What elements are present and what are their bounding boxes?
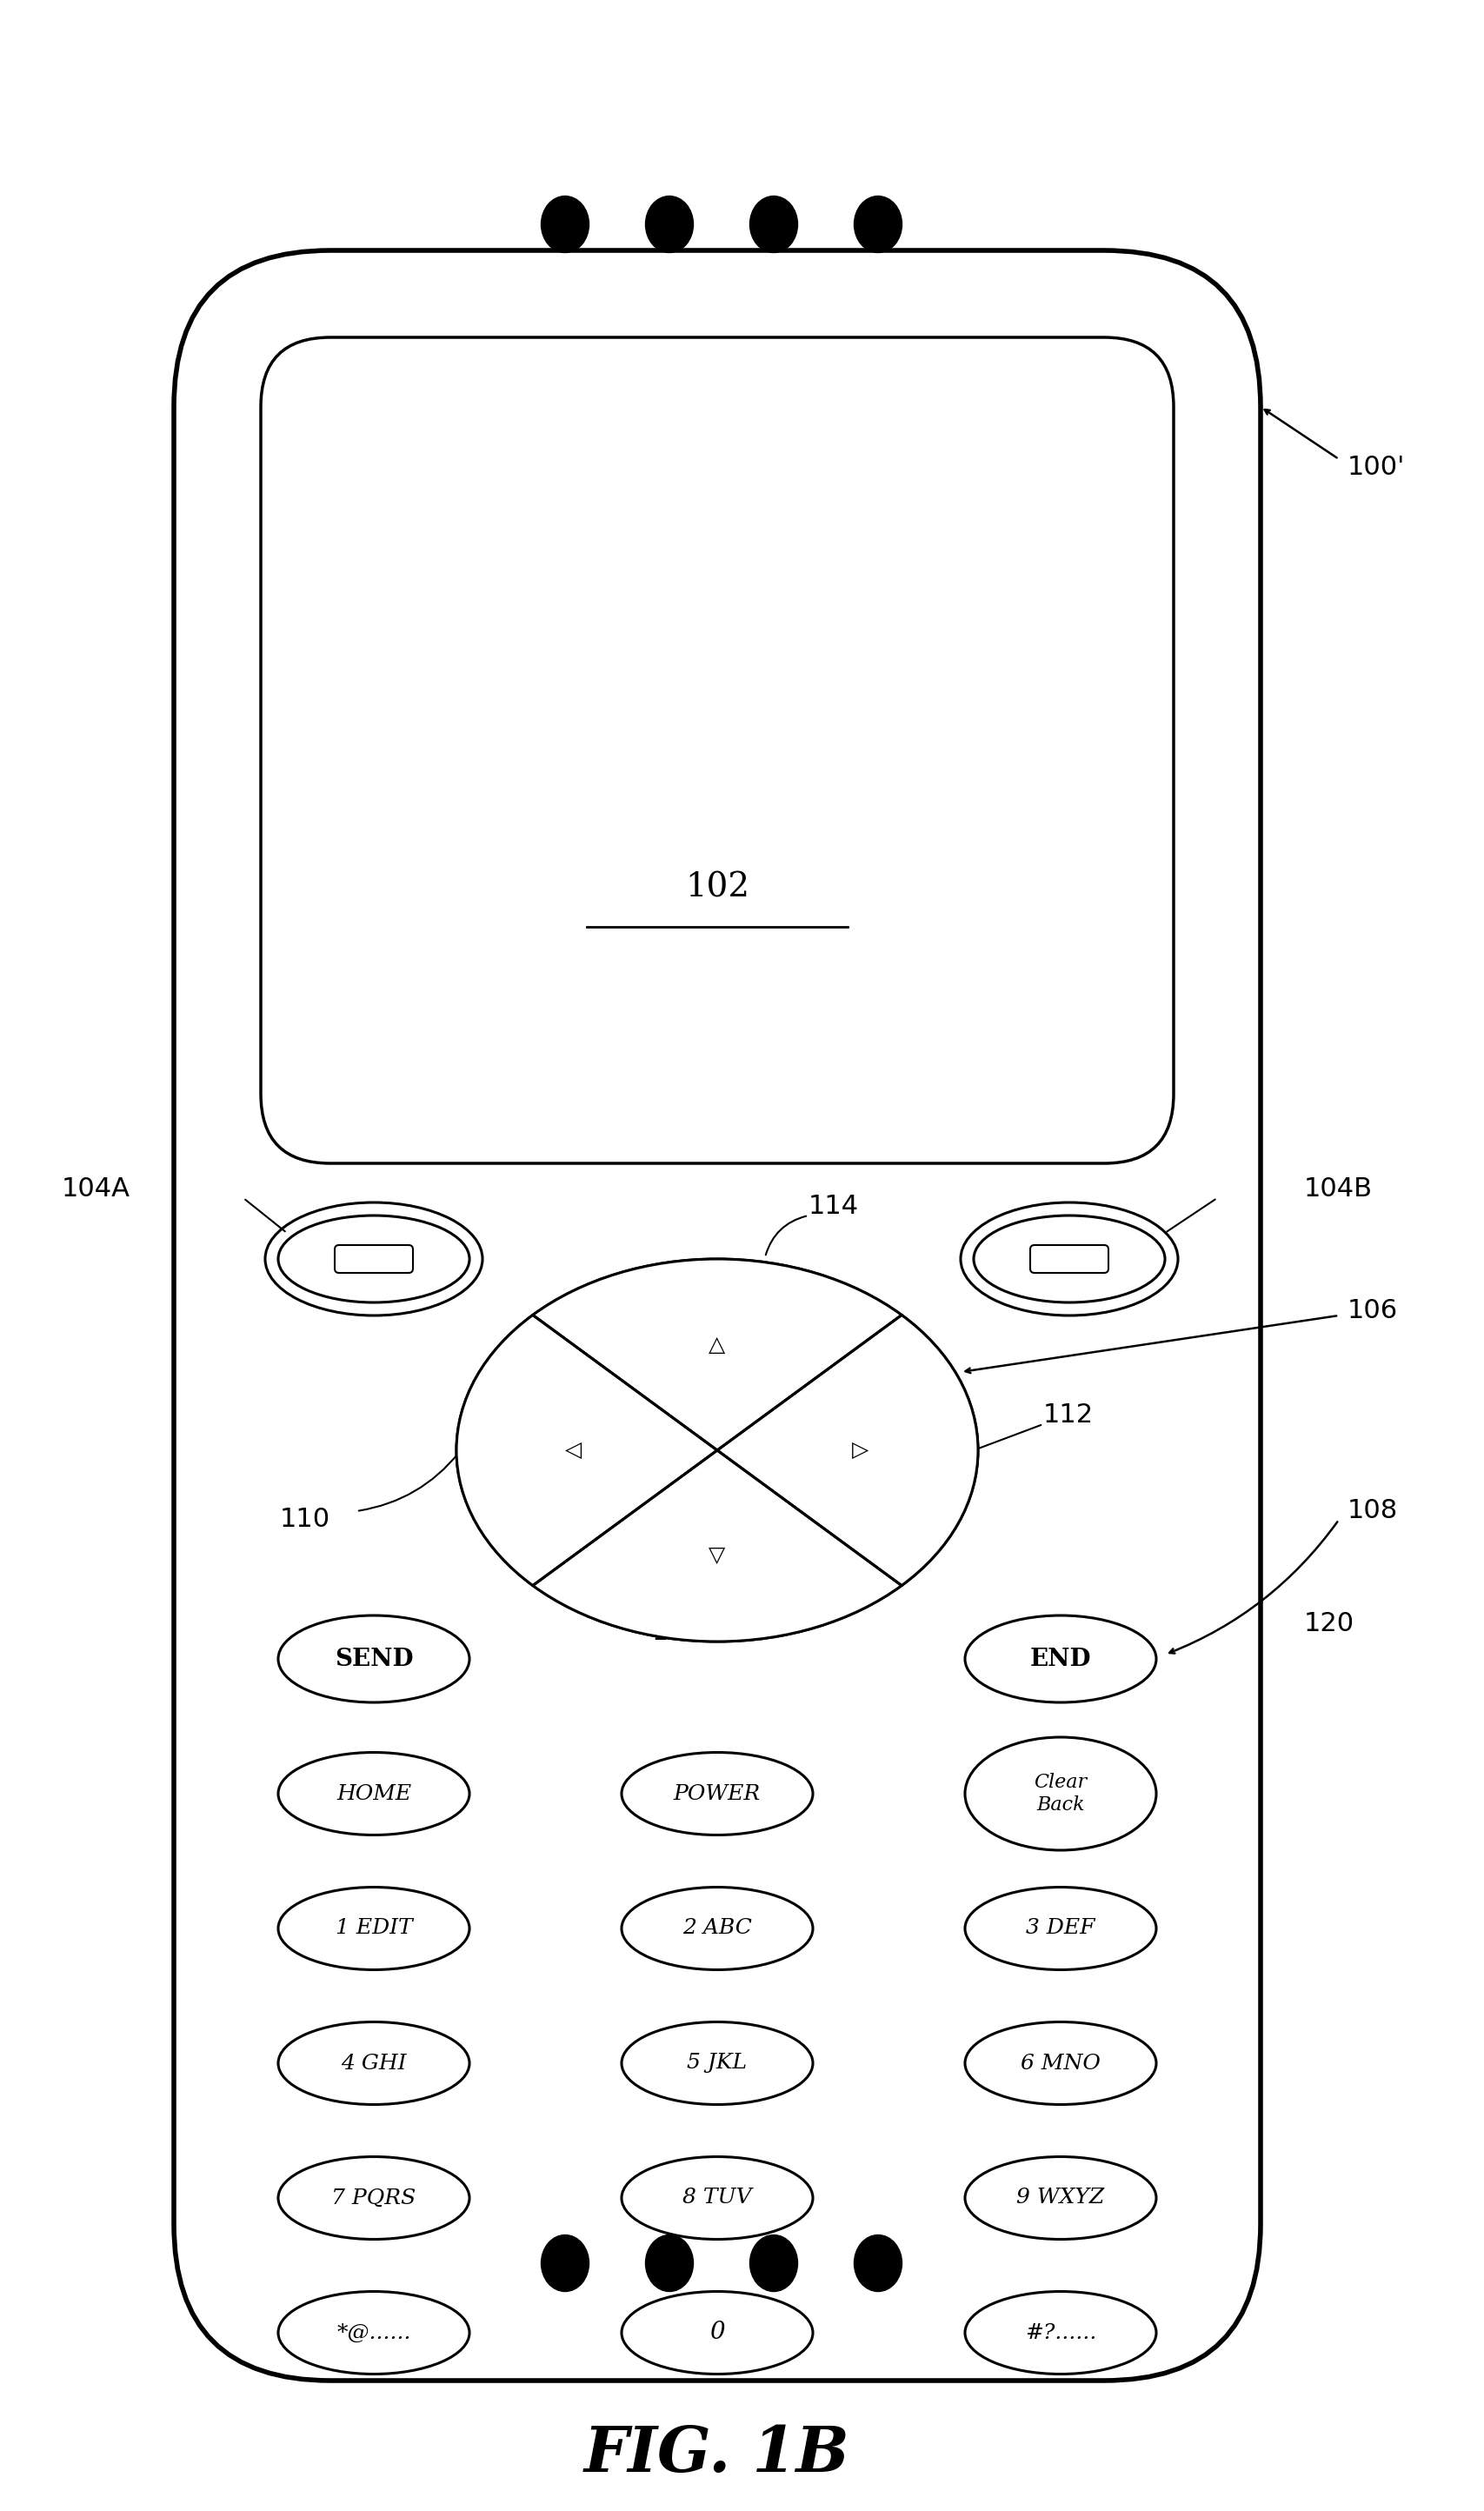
Text: 106: 106 xyxy=(1347,1298,1398,1323)
Text: SEND: SEND xyxy=(334,1647,413,1670)
Ellipse shape xyxy=(622,1753,813,1836)
Text: *@......: *@...... xyxy=(337,2323,411,2343)
Ellipse shape xyxy=(278,1215,469,1303)
Ellipse shape xyxy=(278,1615,469,1702)
Text: 112: 112 xyxy=(1043,1404,1094,1429)
Ellipse shape xyxy=(965,2157,1156,2240)
Text: 5 JKL: 5 JKL xyxy=(687,2054,748,2074)
Ellipse shape xyxy=(622,2021,813,2104)
Text: END: END xyxy=(1030,1647,1091,1670)
Polygon shape xyxy=(533,1258,902,1451)
Ellipse shape xyxy=(646,2235,693,2293)
Text: 2 ABC: 2 ABC xyxy=(683,1918,752,1938)
Ellipse shape xyxy=(278,2157,469,2240)
Ellipse shape xyxy=(965,1738,1156,1851)
Text: 6 MNO: 6 MNO xyxy=(1021,2054,1101,2074)
Text: HOME: HOME xyxy=(337,1783,411,1803)
Ellipse shape xyxy=(278,2021,469,2104)
Ellipse shape xyxy=(278,1888,469,1969)
Text: #?......: #?...... xyxy=(1025,2323,1097,2343)
Ellipse shape xyxy=(278,2293,469,2373)
Ellipse shape xyxy=(542,2235,589,2293)
Text: 102: 102 xyxy=(686,871,749,904)
Polygon shape xyxy=(457,1316,717,1584)
Text: 104A: 104A xyxy=(62,1178,131,1203)
Ellipse shape xyxy=(749,196,797,254)
Ellipse shape xyxy=(646,196,693,254)
Polygon shape xyxy=(533,1451,902,1642)
Text: FIG. 1B: FIG. 1B xyxy=(585,2423,850,2486)
Text: 104B: 104B xyxy=(1304,1178,1373,1203)
FancyBboxPatch shape xyxy=(174,251,1260,2380)
Text: POWER: POWER xyxy=(674,1783,761,1803)
Text: 114: 114 xyxy=(809,1195,859,1220)
Text: 4 GHI: 4 GHI xyxy=(341,2054,407,2074)
Text: ▷: ▷ xyxy=(852,1439,870,1461)
Ellipse shape xyxy=(960,1203,1178,1316)
Text: ▽: ▽ xyxy=(709,1544,726,1567)
Ellipse shape xyxy=(965,2021,1156,2104)
Text: 116: 116 xyxy=(651,1620,702,1645)
FancyBboxPatch shape xyxy=(261,336,1174,1163)
Text: 1 EDIT: 1 EDIT xyxy=(335,1918,413,1938)
Text: △: △ xyxy=(709,1336,726,1356)
Ellipse shape xyxy=(622,2157,813,2240)
Text: 108: 108 xyxy=(1347,1499,1398,1524)
Ellipse shape xyxy=(278,1753,469,1836)
Ellipse shape xyxy=(542,196,589,254)
Text: 7 PQRS: 7 PQRS xyxy=(331,2187,416,2207)
Text: 3 DEF: 3 DEF xyxy=(1025,1918,1095,1938)
Ellipse shape xyxy=(749,2235,797,2293)
Ellipse shape xyxy=(266,1203,482,1316)
Ellipse shape xyxy=(622,2293,813,2373)
Ellipse shape xyxy=(622,1888,813,1969)
Text: Clear
Back: Clear Back xyxy=(1034,1773,1088,1815)
Text: 110: 110 xyxy=(280,1507,331,1532)
Text: 120: 120 xyxy=(1304,1612,1355,1637)
Ellipse shape xyxy=(855,2235,902,2293)
Ellipse shape xyxy=(965,1888,1156,1969)
Text: ◁: ◁ xyxy=(565,1439,582,1461)
Text: 8 TUV: 8 TUV xyxy=(683,2187,752,2207)
Polygon shape xyxy=(717,1316,978,1584)
FancyBboxPatch shape xyxy=(1030,1245,1109,1273)
Ellipse shape xyxy=(974,1215,1165,1303)
Text: 100': 100' xyxy=(1347,454,1405,480)
Ellipse shape xyxy=(457,1258,978,1642)
FancyBboxPatch shape xyxy=(335,1245,413,1273)
Ellipse shape xyxy=(855,196,902,254)
Ellipse shape xyxy=(965,2293,1156,2373)
Text: 9 WXYZ: 9 WXYZ xyxy=(1017,2187,1104,2207)
Ellipse shape xyxy=(965,1615,1156,1702)
Text: 0: 0 xyxy=(709,2320,724,2345)
